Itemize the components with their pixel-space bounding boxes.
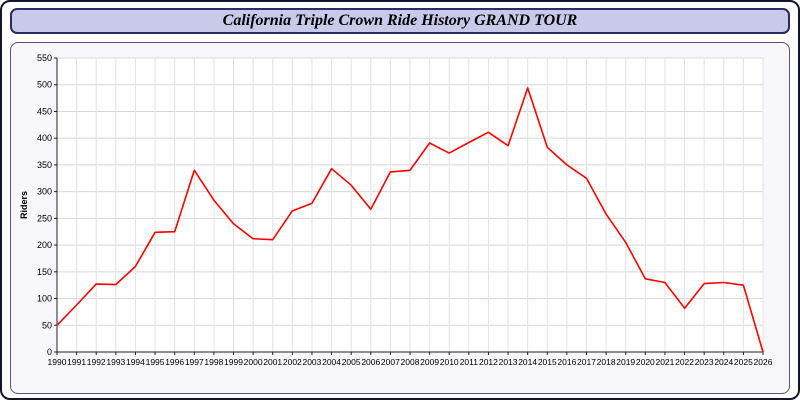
x-tick-label: 2015 [538, 357, 557, 367]
y-tick-label: 200 [37, 240, 52, 250]
x-tick-label: 1994 [126, 357, 145, 367]
y-axis-label: Riders [19, 191, 29, 219]
x-tick-label: 2000 [244, 357, 263, 367]
y-tick-label: 350 [37, 160, 52, 170]
y-tick-label: 550 [37, 53, 52, 63]
x-tick-label: 2022 [675, 357, 694, 367]
y-tick-label: 400 [37, 133, 52, 143]
x-tick-label: 2001 [263, 357, 282, 367]
x-tick-label: 2019 [616, 357, 635, 367]
y-tick-label: 150 [37, 267, 52, 277]
chart-panel: 0 50 100 150 200 250 300 350 400 450 500 550 1990 199… [10, 42, 790, 394]
x-tick-label: 2012 [479, 357, 498, 367]
y-tick-label: 100 [37, 294, 52, 304]
y-tick-label: 500 [37, 80, 52, 90]
x-tick-label: 2007 [381, 357, 400, 367]
x-tick-label: 2004 [322, 357, 341, 367]
y-tick-label: 300 [37, 187, 52, 197]
x-tick-label: 2002 [283, 357, 302, 367]
x-tick-label: 1990 [48, 357, 67, 367]
y-tick-label: 450 [37, 106, 52, 116]
x-tick-label: 2006 [361, 357, 380, 367]
x-tick-label: 2023 [695, 357, 714, 367]
x-tick-label: 2013 [499, 357, 518, 367]
y-tick-label: 250 [37, 213, 52, 223]
x-tick-label: 1995 [146, 357, 165, 367]
x-tick-label: 2005 [342, 357, 361, 367]
x-tick-label: 2018 [597, 357, 616, 367]
y-tick-label: 0 [47, 347, 52, 357]
x-tick-label: 2020 [636, 357, 655, 367]
riders-line [56, 87, 764, 353]
chart-title-bar: California Triple Crown Ride History GRA… [10, 8, 790, 34]
x-tick-label: 2011 [460, 357, 479, 367]
y-tick-label: 50 [42, 320, 52, 330]
x-tick-label: 1998 [204, 357, 223, 367]
x-tick-label: 2021 [655, 357, 674, 367]
x-tick-label: 1996 [165, 357, 184, 367]
x-tick-label: 2010 [440, 357, 459, 367]
x-tick-label: 1999 [224, 357, 243, 367]
x-tick-label: 2026 [754, 357, 773, 367]
x-tick-label: 2016 [557, 357, 576, 367]
x-tick-label: 1991 [67, 357, 86, 367]
x-tick-label: 1997 [185, 357, 204, 367]
chart-title: California Triple Crown Ride History GRA… [222, 12, 578, 29]
x-tick-label: 2025 [734, 357, 753, 367]
x-tick-label: 2009 [420, 357, 439, 367]
x-tick-label: 1993 [106, 357, 125, 367]
x-tick-label: 2008 [401, 357, 420, 367]
x-tick-label: 1992 [87, 357, 106, 367]
x-tick-label: 2024 [714, 357, 733, 367]
x-tick-label: 2017 [577, 357, 596, 367]
x-tick-label: 2003 [302, 357, 321, 367]
x-tick-label: 2014 [518, 357, 537, 367]
